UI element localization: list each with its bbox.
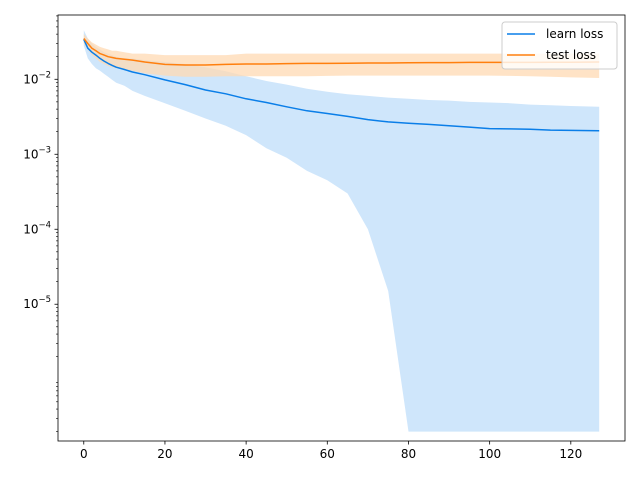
- x-tick-label: 0: [80, 447, 88, 461]
- x-tick-label: 80: [401, 447, 416, 461]
- x-tick-label: 120: [559, 447, 582, 461]
- y-tick-label: 10−4: [23, 220, 51, 236]
- series-lines: [83, 38, 600, 132]
- confidence-bands: [83, 30, 600, 432]
- x-tick-label: 100: [478, 447, 501, 461]
- y-axis: 10−5 10−4 10−3 10−2: [23, 15, 58, 432]
- legend-label-learn-loss: learn loss: [546, 27, 603, 41]
- legend-label-test-loss: test loss: [546, 48, 596, 62]
- y-tick-label: 10−2: [23, 70, 51, 86]
- line-test-loss: [83, 38, 600, 66]
- y-tick-label: 10−5: [23, 295, 51, 311]
- legend: learn loss test loss: [501, 21, 618, 70]
- x-tick-label: 40: [238, 447, 253, 461]
- band-test-loss: [83, 34, 600, 78]
- x-tick-label: 60: [320, 447, 335, 461]
- x-tick-label: 20: [157, 447, 172, 461]
- plot-frame: [57, 14, 626, 442]
- line-learn-loss: [83, 39, 600, 132]
- x-axis: 0 20 40 60 80 100 120: [80, 441, 582, 461]
- y-tick-label: 10−3: [23, 145, 51, 161]
- band-learn-loss: [83, 30, 600, 432]
